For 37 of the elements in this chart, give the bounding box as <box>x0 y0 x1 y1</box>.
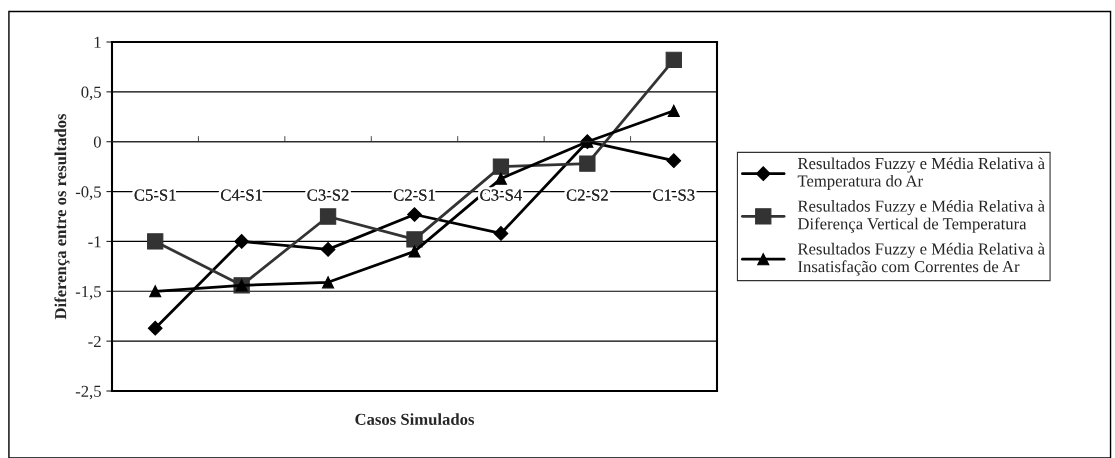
point <box>667 104 680 117</box>
y-tick-label: -1,5 <box>75 286 101 300</box>
legend-label: Resultados Fuzzy e Média Relativa à Insatisfação com Correntes de Ar <box>797 242 1045 276</box>
point <box>494 172 507 185</box>
y-tick-label: 0,5 <box>81 86 101 101</box>
point <box>320 242 336 257</box>
y-tick-label: -2 <box>88 335 101 347</box>
point <box>579 155 596 172</box>
x-tick-label: C3-S2 <box>307 189 349 201</box>
point <box>234 234 250 249</box>
legend-label: Resultados Fuzzy e Média Relativa à Temperatura do Ar <box>797 157 1045 190</box>
y-tick-label: -1 <box>88 236 101 248</box>
point <box>319 208 337 225</box>
point <box>322 276 335 289</box>
point <box>149 285 162 298</box>
x-tick-label: C5-S1 <box>134 189 176 201</box>
y-tick-label: 1 <box>94 36 101 48</box>
legend-label: Resultados Fuzzy e Média Relativa à Diferença Vertical de Temperatura <box>797 199 1045 233</box>
x-axis-title: Casos Simulados <box>355 413 475 425</box>
point <box>147 233 164 250</box>
point <box>406 231 423 248</box>
point <box>407 207 422 222</box>
x-tick-label: C4-S1 <box>221 189 262 201</box>
y-tick-label: 0 <box>93 136 101 148</box>
x-tick-label: C1-S3 <box>653 189 695 201</box>
point <box>492 158 510 175</box>
y-tick-label: -2,5 <box>75 385 101 400</box>
x-tick-label: C3-S4 <box>480 189 522 201</box>
point <box>408 245 421 258</box>
point <box>666 153 682 169</box>
x-tick-label: C2-S1 <box>393 189 435 201</box>
y-axis-title: Diferença entre os resultados <box>54 113 70 320</box>
point <box>147 320 163 336</box>
point <box>493 226 509 241</box>
y-tick-label: -0,5 <box>75 186 101 200</box>
x-tick-label: C2-S2 <box>566 189 608 201</box>
point <box>665 51 682 69</box>
